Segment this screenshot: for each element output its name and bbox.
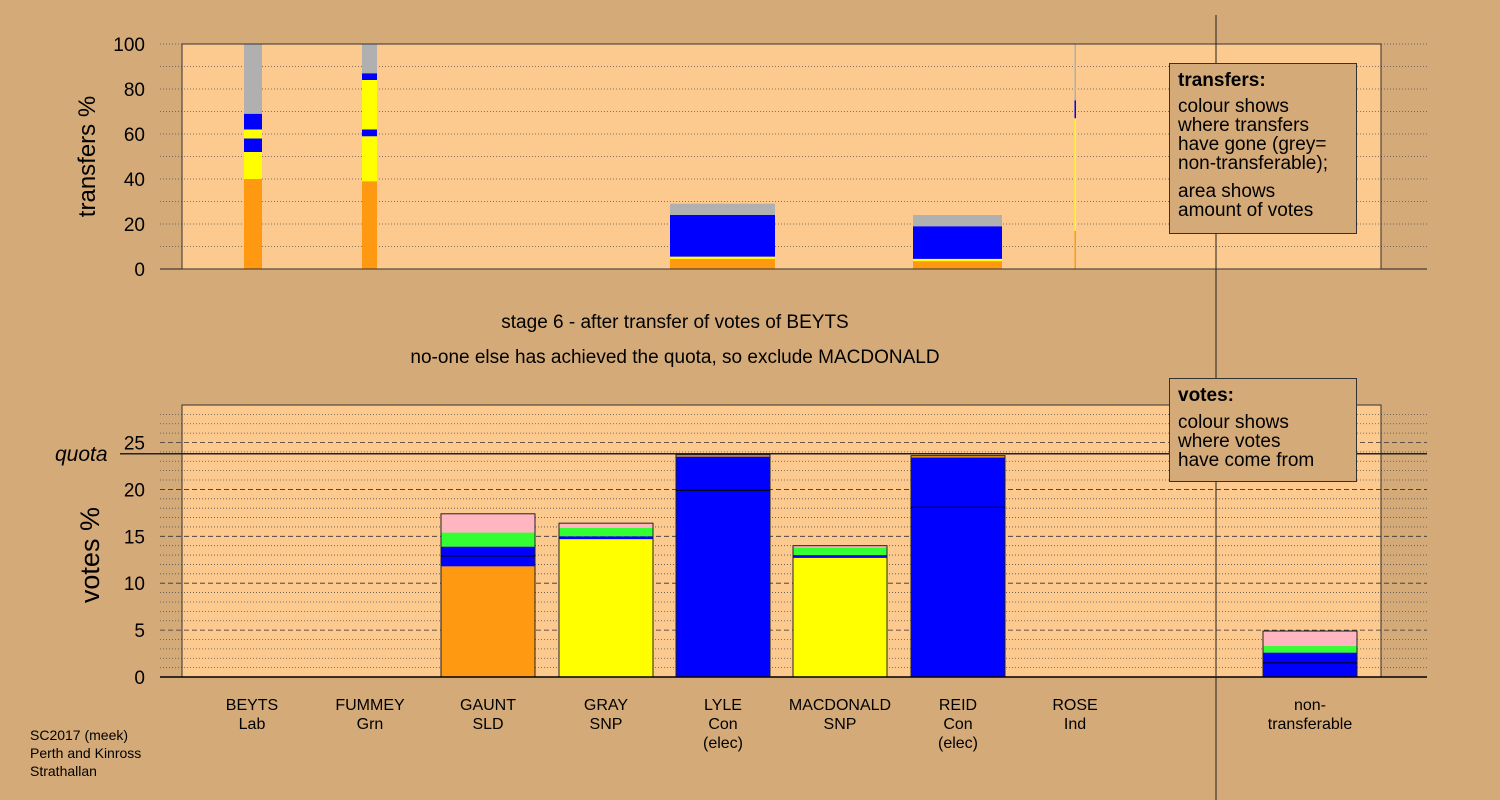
votes-y-tick-label: 25 bbox=[124, 434, 145, 455]
transfer-bar-segment bbox=[913, 226, 1002, 259]
transfers-y-tick-label: 60 bbox=[124, 125, 145, 146]
candidate-label: SNP bbox=[824, 716, 857, 733]
vote-bar-segment bbox=[1263, 631, 1357, 647]
transfers-y-tick-label: 0 bbox=[134, 260, 145, 281]
votes-legend-line: have come from bbox=[1178, 450, 1315, 471]
vote-bar-segment bbox=[441, 532, 535, 547]
vote-bar-segment bbox=[911, 457, 1005, 677]
vote-bar-segment bbox=[793, 547, 887, 556]
transfers-legend: transfers: colour shows where transfers … bbox=[1169, 63, 1357, 234]
candidate-label: Ind bbox=[1064, 716, 1086, 733]
candidate-label: REID bbox=[939, 697, 977, 714]
vote-bar-segment bbox=[559, 536, 653, 540]
votes-y-tick-label: 10 bbox=[124, 574, 145, 595]
footer: SC2017 (meek) Perth and Kinross Strathal… bbox=[30, 726, 141, 780]
candidate-label: Con bbox=[943, 716, 972, 733]
transfer-bar-segment bbox=[670, 203, 775, 215]
transfer-bar-segment bbox=[244, 152, 262, 179]
vote-bar-segment bbox=[793, 545, 887, 548]
footer-council: Perth and Kinross bbox=[30, 745, 142, 761]
candidate-label: SNP bbox=[590, 716, 623, 733]
transfer-bar-segment bbox=[362, 136, 377, 182]
transfers-y-tick-label: 80 bbox=[124, 80, 145, 101]
transfers-legend-line: where transfers bbox=[1178, 115, 1309, 136]
candidate-label: MACDONALD bbox=[789, 697, 891, 714]
votes-legend-line: colour shows bbox=[1178, 412, 1289, 433]
transfer-bar-segment bbox=[1074, 44, 1076, 101]
votes-legend-line: where votes bbox=[1178, 431, 1281, 452]
vote-bar-segment bbox=[559, 539, 653, 677]
transfers-legend-line: area shows bbox=[1178, 181, 1276, 202]
transfer-bar-segment bbox=[244, 44, 262, 114]
votes-y-axis-label: votes % bbox=[75, 507, 105, 603]
quota-label: quota bbox=[55, 443, 108, 466]
vote-bar-segment bbox=[793, 555, 887, 558]
footer-ward: Strathallan bbox=[30, 763, 97, 779]
transfers-y-tick-label: 20 bbox=[124, 215, 145, 236]
transfer-bar-segment bbox=[913, 215, 1002, 227]
candidate-label: ROSE bbox=[1052, 697, 1097, 714]
candidate-label: SLD bbox=[472, 716, 503, 733]
transfer-bar-segment bbox=[362, 44, 377, 74]
votes-legend: votes: colour shows where votes have com… bbox=[1169, 378, 1357, 482]
candidate-label: Grn bbox=[357, 716, 384, 733]
candidate-label: GAUNT bbox=[460, 697, 516, 714]
votes-y-tick-label: 0 bbox=[134, 668, 145, 689]
transfers-legend-line: amount of votes bbox=[1178, 200, 1314, 221]
stage-decision: no-one else has achieved the quota, so e… bbox=[410, 347, 940, 368]
vote-bar-segment bbox=[559, 523, 653, 528]
transfers-legend-line: colour shows bbox=[1178, 96, 1289, 117]
transfer-bar-segment bbox=[1074, 100, 1076, 119]
vote-bar-segment bbox=[441, 566, 535, 677]
transfer-bar-segment bbox=[670, 215, 775, 257]
votes-legend-title: votes: bbox=[1178, 385, 1234, 406]
candidate-label: non- bbox=[1294, 697, 1326, 714]
transfer-bar-segment bbox=[244, 179, 262, 269]
transfer-bar-segment bbox=[1074, 230, 1076, 269]
transfer-bar-segment bbox=[244, 113, 262, 130]
vote-bar-segment bbox=[1263, 652, 1357, 677]
transfers-legend-line: have gone (grey= bbox=[1178, 134, 1327, 155]
candidate-label: Con bbox=[708, 716, 737, 733]
candidate-label: FUMMEY bbox=[335, 697, 405, 714]
stage-description: stage 6 - after transfer of votes of BEY… bbox=[501, 312, 849, 333]
transfer-bar-segment bbox=[362, 73, 377, 80]
footer-method: SC2017 (meek) bbox=[30, 727, 129, 743]
vote-bar-segment bbox=[1263, 646, 1357, 653]
candidate-label: (elec) bbox=[938, 735, 978, 752]
transfer-bar-segment bbox=[362, 181, 377, 269]
transfer-bar-segment bbox=[913, 261, 1002, 269]
candidate-label: GRAY bbox=[584, 697, 628, 714]
vote-bar-segment bbox=[911, 455, 1005, 458]
transfer-bar-segment bbox=[244, 138, 262, 152]
transfer-bar-segment bbox=[670, 258, 775, 269]
transfer-bar-segment bbox=[362, 129, 377, 137]
candidate-label: Lab bbox=[239, 716, 266, 733]
transfers-plot-frame bbox=[181, 43, 1382, 270]
transfer-bar-segment bbox=[1074, 118, 1076, 231]
votes-y-tick-label: 5 bbox=[134, 621, 145, 642]
transfers-y-axis-label: transfers % bbox=[74, 96, 101, 217]
vote-bar-segment bbox=[441, 513, 535, 533]
candidate-label: (elec) bbox=[703, 735, 743, 752]
transfer-bar-segment bbox=[913, 258, 1002, 262]
vote-bar-segment bbox=[793, 557, 887, 677]
transfer-bar-segment bbox=[362, 80, 377, 130]
votes-y-tick-label: 15 bbox=[124, 527, 145, 548]
transfers-legend-title: transfers: bbox=[1178, 70, 1266, 91]
vote-bar-segment bbox=[676, 454, 770, 457]
candidate-label: BEYTS bbox=[226, 697, 278, 714]
votes-y-tick-label: 20 bbox=[124, 480, 145, 501]
transfer-bar-segment bbox=[670, 256, 775, 259]
transfers-legend-line: non-transferable); bbox=[1178, 153, 1328, 174]
transfers-y-tick-label: 40 bbox=[124, 170, 145, 191]
transfers-y-tick-label: 100 bbox=[113, 35, 145, 56]
candidate-label: transferable bbox=[1268, 716, 1353, 733]
vote-bar-segment bbox=[676, 456, 770, 677]
transfer-bar-segment bbox=[244, 129, 262, 139]
candidate-label: LYLE bbox=[704, 697, 742, 714]
vote-bar-segment bbox=[559, 527, 653, 537]
